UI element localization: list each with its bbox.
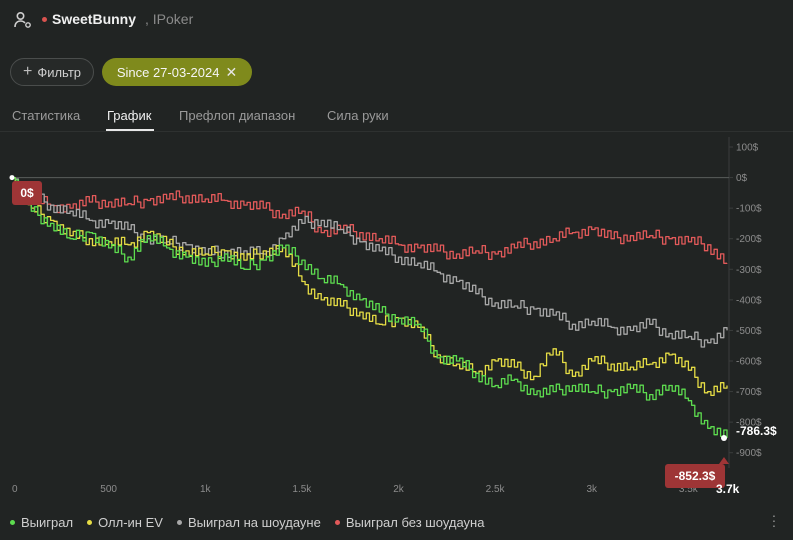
series-line-1[interactable] bbox=[12, 176, 728, 397]
end-point-marker bbox=[721, 435, 727, 442]
y-tick-label: -400$ bbox=[736, 295, 762, 306]
x-tick-label: 2.5k bbox=[486, 484, 506, 495]
series-line-2[interactable] bbox=[12, 176, 728, 348]
final-value-label: -852.3$ bbox=[665, 464, 725, 488]
room-name: , IPoker bbox=[145, 11, 194, 27]
x-tick-label: 3.5k bbox=[679, 484, 699, 495]
crosshair-value-label: -786.3$ bbox=[736, 424, 777, 438]
legend-item-won[interactable]: Выиграл bbox=[10, 515, 73, 530]
x-tick-label: 500 bbox=[100, 484, 117, 495]
status-dot bbox=[42, 17, 47, 22]
y-tick-label: -800$ bbox=[736, 418, 762, 429]
tab-graph[interactable]: График bbox=[107, 108, 152, 123]
plus-icon: + bbox=[22, 63, 33, 80]
legend-label: Олл-ин EV bbox=[98, 515, 163, 530]
profit-chart[interactable]: 0 500 1k 1.5k 2k 2.5k 3k 3.5k 100$ 0$ -100$ -200$ -… bbox=[0, 135, 793, 500]
legend-dot bbox=[10, 520, 15, 525]
x-end-label: 3.7k bbox=[716, 482, 740, 496]
series-line-3[interactable] bbox=[12, 176, 728, 264]
tab-hand-strength[interactable]: Сила руки bbox=[327, 108, 389, 123]
legend-label: Выиграл без шоудауна bbox=[345, 515, 485, 530]
x-tick-label: 2k bbox=[393, 484, 405, 495]
date-filter-label: Since 27-03-2024 bbox=[116, 64, 220, 80]
add-filter-label: Фильтр bbox=[37, 64, 81, 80]
legend-item-non-showdown[interactable]: Выиграл без шоудауна bbox=[334, 515, 485, 530]
legend-dot bbox=[176, 520, 182, 525]
user-settings-icon[interactable] bbox=[14, 11, 32, 29]
chart-legend: Выиграл Олл-ин EV Выиграл на шоудауне Вы… bbox=[10, 515, 484, 530]
x-tick-label: 3k bbox=[586, 484, 598, 495]
y-tick-label: -500$ bbox=[736, 326, 762, 337]
y-tick-label: -600$ bbox=[736, 357, 762, 368]
y-tick-label: 0$ bbox=[736, 173, 748, 184]
y-tick-label: -300$ bbox=[736, 265, 762, 276]
tab-statistics[interactable]: Статистика bbox=[12, 108, 81, 123]
y-tick-label: 100$ bbox=[736, 143, 759, 154]
tab-preflop-range[interactable]: Префлоп диапазон bbox=[179, 108, 296, 123]
tabs-divider bbox=[0, 131, 793, 132]
series-line-0[interactable] bbox=[12, 176, 728, 438]
top-bar: SweetBunny , IPoker bbox=[0, 0, 793, 40]
start-point-marker bbox=[9, 175, 15, 181]
y-tick-label: -900$ bbox=[736, 448, 762, 459]
legend-item-showdown[interactable]: Выиграл на шоудауне bbox=[176, 515, 321, 530]
legend-dot bbox=[334, 520, 340, 525]
x-tick-label: 0 bbox=[12, 484, 18, 495]
y-tick-label: -700$ bbox=[736, 387, 762, 398]
add-filter-button[interactable]: + Фильтр bbox=[10, 58, 94, 86]
x-tick-label: 1k bbox=[200, 484, 212, 495]
final-value-caret bbox=[719, 457, 729, 464]
legend-item-allin-ev[interactable]: Олл-ин EV bbox=[87, 515, 163, 530]
x-tick-label: 1.5k bbox=[292, 484, 312, 495]
y-tick-label: -100$ bbox=[736, 204, 762, 215]
y-tick-label: -200$ bbox=[736, 234, 762, 245]
legend-label: Выиграл на шоудауне bbox=[187, 515, 321, 530]
more-options-icon[interactable]: · · · bbox=[771, 507, 777, 533]
legend-dot bbox=[87, 520, 93, 525]
player-name[interactable]: SweetBunny bbox=[52, 11, 137, 27]
legend-label: Выиграл bbox=[21, 515, 74, 530]
start-value-label: 0$ bbox=[12, 181, 42, 205]
date-filter-chip[interactable]: Since 27-03-2024 ✕ bbox=[102, 58, 252, 86]
close-icon[interactable]: ✕ bbox=[225, 63, 238, 80]
active-tab-indicator bbox=[106, 129, 154, 131]
